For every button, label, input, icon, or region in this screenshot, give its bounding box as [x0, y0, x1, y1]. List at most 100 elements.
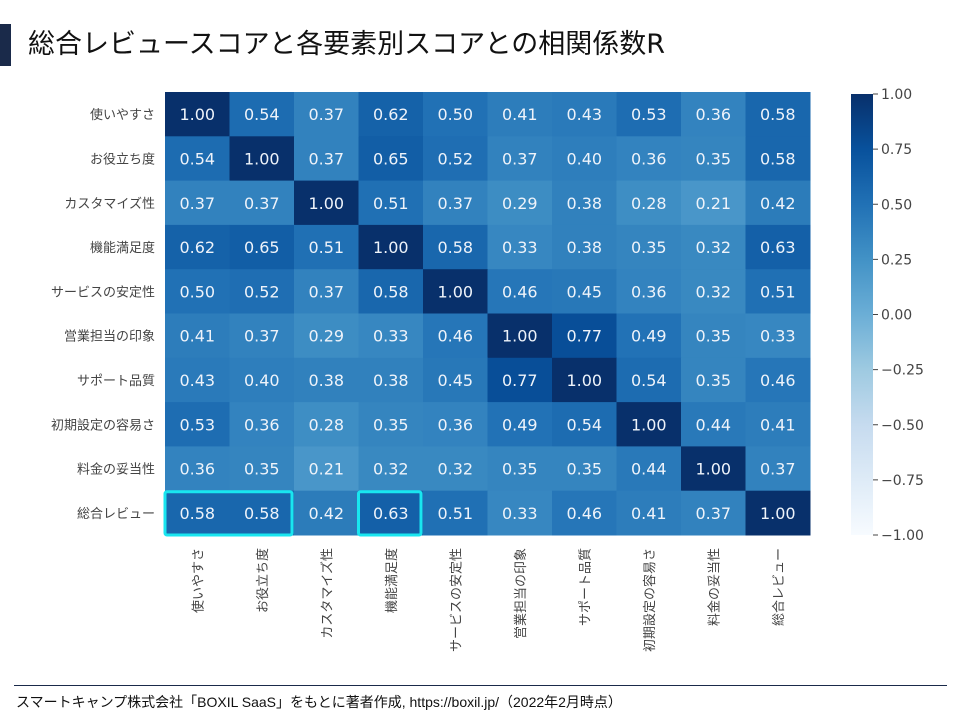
cell-value-label: 1.00: [695, 460, 731, 479]
column-tick-label: 機能満足度: [384, 548, 400, 613]
cell-value-label: 0.51: [373, 194, 409, 213]
heatmap-cell: [487, 269, 553, 314]
row-tick-label: 初期設定の容易さ: [51, 417, 155, 433]
colorbar-tick-label: 0.75: [881, 142, 912, 158]
heatmap-cell: [165, 92, 230, 137]
cell-value-label: 0.28: [308, 415, 344, 434]
heatmap-cell: [616, 313, 682, 359]
cell-value-label: 0.35: [695, 327, 731, 346]
cell-value-label: 0.37: [695, 504, 731, 523]
heatmap-cell: [745, 446, 811, 492]
cell-value-label: 0.36: [631, 282, 667, 301]
cell-value-label: 0.38: [566, 238, 602, 257]
heatmap-cell: [745, 92, 811, 137]
cell-value-label: 0.28: [631, 194, 667, 213]
heatmap-cell: [745, 357, 811, 403]
heatmap-cell: [358, 136, 424, 182]
cell-value-label: 0.52: [244, 282, 280, 301]
cell-value-label: 0.65: [244, 238, 280, 257]
heatmap-cell: [552, 490, 617, 536]
heatmap-cell: [487, 490, 553, 536]
colorbar-tick-label: −1.00: [881, 528, 924, 544]
heatmap-cell: [552, 357, 617, 403]
cell-value-label: 0.54: [631, 371, 667, 390]
cell-value-label: 0.35: [502, 460, 538, 479]
cell-value-label: 0.45: [437, 371, 473, 390]
source-footer: スマートキャンプ株式会社「BOXIL SaaS」をもとに著者作成, https:…: [16, 694, 622, 710]
colorbar-tick-label: −0.75: [881, 473, 924, 489]
heatmap-cell: [616, 180, 682, 226]
page-title: 総合レビュースコアと各要素別スコアとの相関係数R: [28, 29, 666, 60]
heatmap-cell: [681, 357, 746, 403]
heatmap-cell: [487, 446, 553, 492]
heatmap-cell: [616, 136, 682, 182]
heatmap-cell: [487, 402, 553, 447]
heatmap-cell: [423, 136, 488, 182]
heatmap-cell: [681, 269, 746, 314]
heatmap-cell: [681, 402, 746, 447]
heatmap-cell: [745, 269, 811, 314]
cell-value-label: 0.32: [695, 238, 731, 257]
cell-value-label: 0.36: [244, 415, 280, 434]
cell-value-label: 1.00: [502, 327, 538, 346]
row-tick-label: お役立ち度: [90, 151, 155, 167]
heatmap-cell: [229, 313, 295, 359]
cell-value-label: 1.00: [373, 238, 409, 257]
cell-value-label: 0.62: [179, 238, 215, 257]
cell-value-label: 0.44: [695, 415, 731, 434]
cell-value-label: 0.41: [631, 504, 667, 523]
cell-value-label: 0.32: [695, 282, 731, 301]
heatmap-cell: [229, 92, 295, 137]
highlight-box: [357, 490, 423, 537]
cell-value-label: 0.46: [566, 504, 602, 523]
cell-value-label: 0.35: [373, 415, 409, 434]
cell-value-label: 0.36: [437, 415, 473, 434]
column-tick-label: カスタマイズ性: [319, 548, 335, 639]
heatmap-cell: [294, 402, 359, 447]
cell-value-label: 0.62: [373, 105, 409, 124]
cell-value-label: 0.37: [502, 149, 538, 168]
heatmap-cell: [745, 136, 811, 182]
cell-value-label: 0.37: [308, 105, 344, 124]
heatmap-cell: [294, 92, 359, 137]
cell-value-label: 0.40: [244, 371, 280, 390]
heatmap-cell: [358, 313, 424, 359]
cell-value-label: 0.54: [244, 105, 280, 124]
cell-value-label: 0.35: [695, 371, 731, 390]
cell-value-label: 0.49: [631, 327, 667, 346]
cell-value-label: 0.32: [437, 460, 473, 479]
heatmap-cell: [423, 224, 488, 270]
cell-value-label: 0.36: [695, 105, 731, 124]
column-tick-label: 営業担当の印象: [513, 548, 529, 639]
cell-value-label: 0.51: [308, 238, 344, 257]
cell-value-label: 0.45: [566, 282, 602, 301]
heatmap-cell: [294, 224, 359, 270]
cell-value-label: 0.52: [437, 149, 473, 168]
row-tick-label: サポート品質: [77, 374, 155, 389]
row-tick-label: 総合レビュー: [77, 507, 155, 522]
heatmap-cell: [358, 357, 424, 403]
cell-value-label: 1.00: [566, 371, 602, 390]
cell-value-label: 0.49: [502, 415, 538, 434]
heatmap-cell: [745, 313, 811, 359]
row-tick-label: カスタマイズ性: [64, 196, 155, 212]
heatmap-cell: [358, 224, 424, 270]
cell-value-label: 0.77: [566, 327, 602, 346]
heatmap-cell: [616, 402, 682, 447]
cell-value-label: 0.58: [760, 105, 796, 124]
heatmap-cell: [616, 357, 682, 403]
cell-value-label: 0.35: [695, 149, 731, 168]
cell-value-label: 0.51: [760, 282, 796, 301]
cell-value-label: 0.46: [760, 371, 796, 390]
heatmap-cell: [423, 402, 488, 447]
heatmap-cell: [229, 446, 295, 492]
cell-value-label: 1.00: [437, 282, 473, 301]
heatmap-cell: [552, 313, 617, 359]
heatmap-cell: [358, 446, 424, 492]
cell-value-label: 0.46: [502, 282, 538, 301]
heatmap-cell: [423, 269, 488, 314]
cell-value-label: 0.35: [244, 460, 280, 479]
colorbar-tick-label: −0.50: [881, 418, 924, 434]
cell-value-label: 0.36: [179, 460, 215, 479]
